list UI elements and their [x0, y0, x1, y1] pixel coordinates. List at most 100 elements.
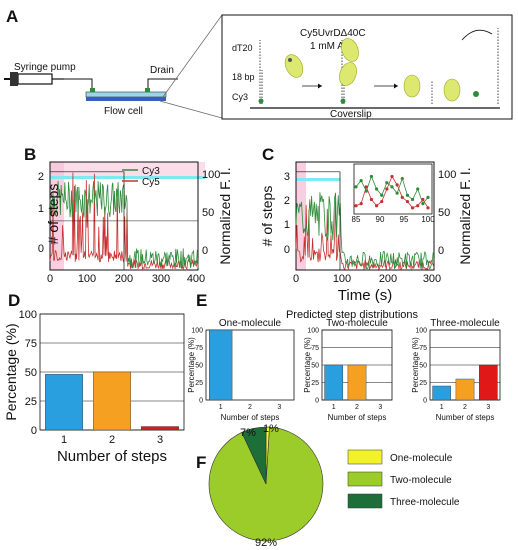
b-x-tick-400: 400: [187, 273, 205, 285]
zoom-line-bottom: [159, 100, 223, 119]
panel-d-chart: 0 25 50 75 100 1 2 3 Number of steps Percentage (…: [3, 309, 185, 465]
inset-cy5-point: [410, 206, 415, 210]
y-tick-label: 0: [199, 397, 203, 404]
y-tick-label: 75: [419, 345, 427, 352]
flow-cell-icon: [85, 88, 167, 101]
panel-c-trace: 85 90 95 100 # of steps Normalized F. I.…: [259, 161, 473, 304]
inset-cy5-point: [380, 199, 384, 204]
inset-cy3-point: [416, 187, 420, 191]
inset-cy3-point: [426, 195, 430, 199]
inset-cy5-point: [421, 197, 425, 202]
inset-cy3-point: [400, 176, 404, 181]
b-right-tick-50: 50: [202, 207, 214, 219]
syringe-pump-label: Syringe pump: [14, 62, 76, 73]
y-tick-label: 100: [307, 327, 319, 334]
inlet-tube: [64, 78, 93, 92]
y-axis-label: Percentage (%): [187, 337, 196, 393]
legend-label-two-molecule: Two-molecule: [390, 475, 452, 486]
inset-cy5-point: [405, 199, 410, 204]
c-right-tick-0: 0: [438, 245, 444, 257]
chart-title: One-molecule: [219, 318, 282, 329]
inset-cy3-point: [364, 189, 368, 193]
legend-cy3: Cy3: [142, 166, 160, 177]
c-inset-tick-90: 90: [376, 215, 385, 224]
y-tick-label: 0: [315, 397, 319, 404]
syringe-icon: [4, 72, 64, 86]
panel-label-d: D: [8, 291, 20, 310]
inset-cy3-point: [369, 174, 374, 179]
dna-construct-2: [339, 38, 359, 104]
bar-2: [93, 371, 131, 431]
y-tick-label: 25: [25, 396, 37, 408]
panel-label-c: C: [262, 145, 274, 164]
cy3-label: Cy3: [232, 92, 248, 102]
y-axis-label: Percentage (%): [303, 337, 312, 393]
inset-cy3-point: [385, 181, 389, 185]
legend-swatch-two-molecule: [347, 471, 383, 487]
pie-label-two: 92%: [255, 537, 277, 549]
pie-label-one: 1%: [263, 423, 279, 435]
inset-cy5-point: [390, 174, 394, 179]
y-tick-label: 75: [195, 345, 203, 352]
step-fit-line: [296, 171, 434, 271]
b-x-tick-300: 300: [152, 273, 170, 285]
b-x-tick-100: 100: [78, 273, 96, 285]
bar-2: [455, 378, 475, 401]
y-tick-label: 0: [31, 425, 37, 437]
legend-cy5: Cy5: [142, 177, 160, 188]
inset-cy5-point: [385, 187, 389, 191]
inset-cy5-point: [416, 204, 420, 208]
panel-c-xlabel: Time (s): [338, 287, 392, 304]
atp-label: 1 mM ATP: [310, 41, 356, 52]
bar-3: [141, 426, 179, 431]
inset-cy3-point: [421, 202, 425, 206]
pie-slice-three-molecule: [241, 426, 267, 485]
bar-1: [45, 374, 83, 431]
flow-cell-label: Flow cell: [104, 106, 143, 117]
c-left-tick-1: 1: [284, 219, 290, 231]
b-right-tick-0: 0: [202, 245, 208, 257]
y-axis-label: Percentage (%): [411, 337, 420, 393]
x-tick-label-3: 3: [157, 434, 163, 446]
inset-cy5-point: [400, 195, 404, 199]
legend-swatch-three-molecule: [347, 493, 383, 509]
b-left-tick-1: 1: [38, 203, 44, 215]
inset-cy5-point: [395, 183, 399, 187]
y-tick-label: 25: [419, 380, 427, 387]
bar-1: [432, 385, 451, 401]
panel-c-left-ylabel: # of steps: [259, 186, 275, 247]
bar-1: [209, 329, 233, 401]
y-tick-label: 0: [423, 397, 427, 404]
panel-e-three-molecule: 0 25 50 75 100 1 2 3 Number of steps Percentage (…: [411, 318, 501, 422]
coverslip-label: Coverslip: [330, 109, 372, 120]
x-tick-label-2: 2: [463, 404, 467, 411]
panel-b-left-ylabel: # of steps: [45, 184, 61, 245]
inset-cy3-point: [395, 191, 399, 195]
b-left-tick-0: 0: [38, 243, 44, 255]
b-right-tick-100: 100: [202, 169, 220, 181]
y-tick-label: 25: [195, 380, 203, 387]
panel-label-b: B: [24, 145, 36, 164]
panel-b-right-ylabel: Normalized F. I.: [217, 167, 233, 264]
y-tick-label: 50: [311, 362, 319, 369]
y-axis-label: Percentage (%): [3, 323, 19, 420]
bar-3: [479, 364, 498, 401]
outlet-tube: [147, 78, 178, 92]
inset-cy5-point: [426, 206, 430, 210]
dna-construct-3: [403, 28, 499, 104]
x-tick-label-2: 2: [248, 404, 252, 411]
inset-cy3-point: [374, 187, 379, 191]
x-axis-label: Number of steps: [221, 413, 280, 422]
bar-2: [347, 364, 367, 401]
y-tick-label: 100: [415, 327, 427, 334]
inset-cy5-point: [369, 197, 374, 202]
zoom-line-top: [159, 14, 223, 102]
panel-b-trace: # of steps Normalized F. I. Cy3 Cy5 0 1 …: [38, 161, 233, 285]
inset-cy5-point: [354, 204, 358, 208]
inset-cy5-point: [364, 185, 368, 189]
bar-1: [324, 364, 343, 401]
panel-f-legend: One-molecule Two-molecule Three-molecule: [347, 449, 460, 509]
bp18-label: 18 bp: [232, 72, 255, 82]
x-axis-label: Number of steps: [328, 413, 387, 422]
plot-frame: [205, 329, 295, 401]
